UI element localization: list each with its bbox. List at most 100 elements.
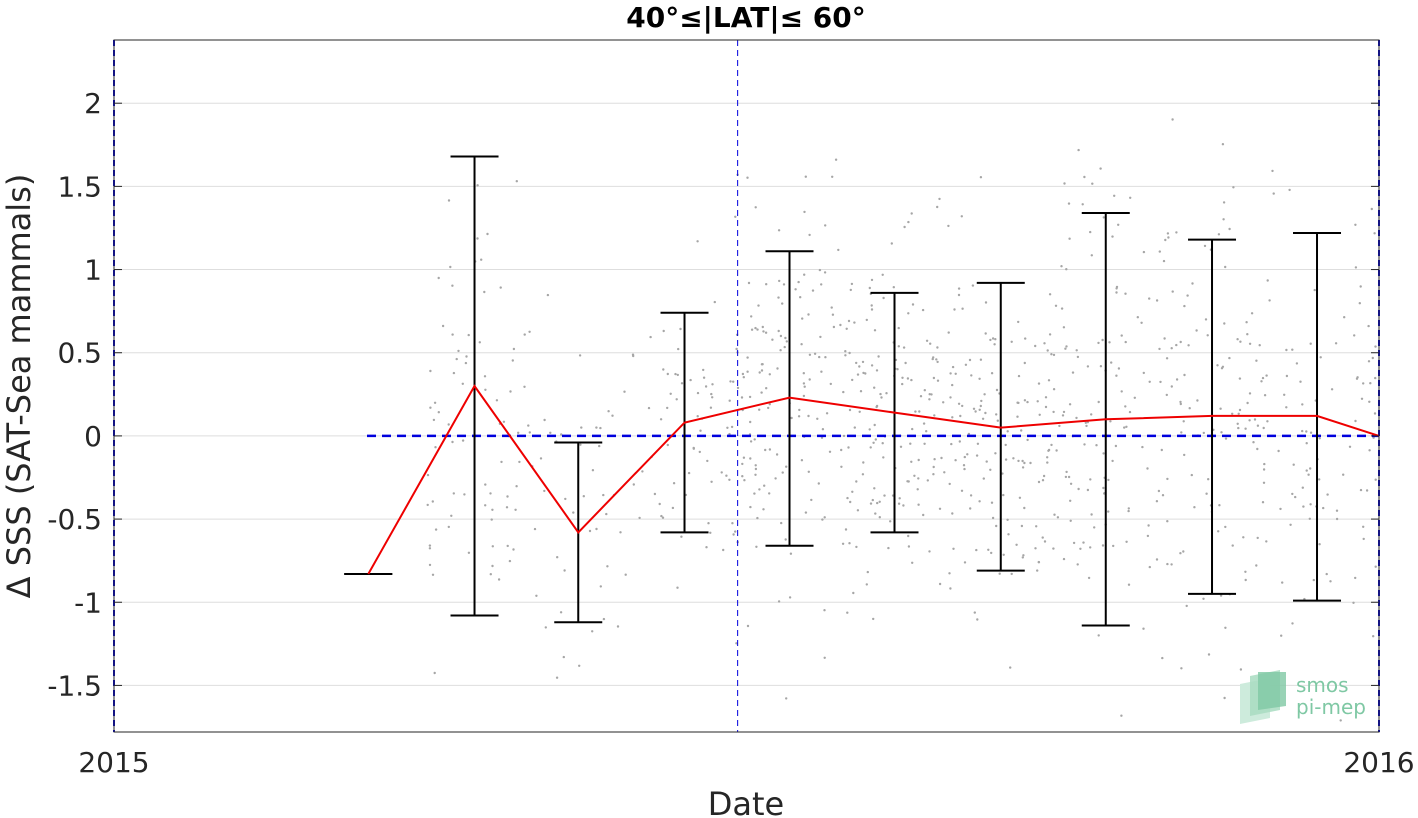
scatter-point-700 xyxy=(1068,237,1071,240)
scatter-point-166 xyxy=(649,335,652,339)
scatter-point-556 xyxy=(1042,474,1046,478)
scatter-point-0 xyxy=(483,290,486,294)
scatter-point-814 xyxy=(1255,564,1258,567)
scatter-point-834 xyxy=(1224,265,1227,269)
scatter-point-816 xyxy=(1186,294,1189,297)
scatter-point-196 xyxy=(803,385,806,388)
scatter-point-360 xyxy=(932,465,935,469)
y-axis-label: Δ SSS (SAT-Sea mammals) xyxy=(0,174,38,599)
scatter-point-912 xyxy=(1343,316,1346,319)
scatter-point-664 xyxy=(1114,444,1118,448)
scatter-point-614 xyxy=(1034,344,1037,348)
y-tick-label-4: 0 xyxy=(84,420,102,453)
scatter-point-532 xyxy=(1047,449,1050,452)
scatter-point-626 xyxy=(1146,534,1150,538)
scatter-point-590 xyxy=(1007,533,1010,536)
scatter-point-680 xyxy=(1075,349,1078,352)
scatter-point-299 xyxy=(781,471,784,474)
scatter-point-32 xyxy=(451,333,454,336)
scatter-point-663 xyxy=(1082,541,1085,544)
scatter-point-628 xyxy=(1093,526,1096,529)
scatter-point-26 xyxy=(429,369,432,373)
scatter-point-586 xyxy=(951,383,954,387)
scatter-point-339 xyxy=(897,345,900,348)
scatter-point-513 xyxy=(1046,456,1049,459)
scatter-point-792 xyxy=(1202,431,1206,435)
scatter-point-346 xyxy=(851,378,854,382)
scatter-point-234 xyxy=(758,408,761,411)
scatter-point-352 xyxy=(923,442,926,445)
scatter-point-364 xyxy=(910,212,913,215)
scatter-point-406 xyxy=(887,546,890,550)
scatter-point-547 xyxy=(1048,293,1052,296)
scatter-point-905 xyxy=(1371,356,1375,360)
scatter-point-60 xyxy=(514,508,517,511)
scatter-point-759 xyxy=(1222,218,1225,221)
scatter-point-607 xyxy=(953,308,956,311)
scatter-point-198 xyxy=(818,268,822,272)
scatter-point-587 xyxy=(1037,480,1041,484)
scatter-point-286 xyxy=(742,456,746,459)
scatter-point-728 xyxy=(1099,167,1102,170)
scatter-point-357 xyxy=(940,456,943,460)
scatter-point-134 xyxy=(638,516,641,520)
scatter-point-396 xyxy=(938,507,942,510)
scatter-point-893 xyxy=(1374,376,1377,380)
scatter-point-112 xyxy=(579,443,582,446)
scatter-point-509 xyxy=(1004,458,1008,461)
scatter-point-488 xyxy=(979,358,983,361)
scatter-point-46 xyxy=(511,359,514,362)
scatter-point-385 xyxy=(890,242,893,245)
scatter-point-380 xyxy=(902,504,905,507)
scatter-point-571 xyxy=(1001,472,1004,475)
scatter-point-18 xyxy=(512,347,516,351)
scatter-point-303 xyxy=(767,406,770,410)
scatter-point-791 xyxy=(1248,392,1252,395)
scatter-point-99 xyxy=(528,330,531,333)
scatter-point-403 xyxy=(880,396,883,399)
scatter-point-283 xyxy=(810,498,813,502)
scatter-point-857 xyxy=(1295,362,1299,365)
scatter-point-29 xyxy=(431,573,435,576)
scatter-point-202 xyxy=(777,600,781,603)
scatter-point-683 xyxy=(1115,287,1118,290)
scatter-point-34 xyxy=(509,390,512,393)
scatter-point-716 xyxy=(1087,576,1091,580)
scatter-point-443 xyxy=(853,321,856,324)
scatter-point-678 xyxy=(1102,486,1105,490)
scatter-point-900 xyxy=(1280,634,1283,637)
scatter-point-140 xyxy=(729,380,732,383)
scatter-point-232 xyxy=(743,479,746,482)
scatter-point-327 xyxy=(873,423,876,427)
scatter-point-886 xyxy=(1294,495,1297,499)
scatter-point-898 xyxy=(1266,420,1269,423)
scatter-point-292 xyxy=(823,271,827,274)
scatter-point-724 xyxy=(1101,338,1104,342)
scatter-point-771 xyxy=(1185,604,1188,608)
scatter-point-108 xyxy=(528,431,531,434)
scatter-point-527 xyxy=(976,618,979,621)
scatter-point-38 xyxy=(508,559,512,563)
scatter-point-332 xyxy=(866,570,869,574)
scatter-point-540 xyxy=(950,442,953,446)
scatter-point-125 xyxy=(696,415,699,418)
scatter-point-214 xyxy=(831,175,834,178)
scatter-point-25 xyxy=(506,495,509,498)
scatter-point-201 xyxy=(741,372,745,376)
scatter-point-596 xyxy=(1017,401,1020,405)
scatter-point-220 xyxy=(781,302,784,305)
scatter-point-82 xyxy=(549,431,552,434)
scatter-point-619 xyxy=(1117,223,1120,226)
scatter-point-410 xyxy=(938,582,942,586)
scatter-point-661 xyxy=(1067,475,1071,479)
scatter-point-362 xyxy=(853,426,856,429)
scatter-point-501 xyxy=(1036,569,1039,572)
scatter-point-656 xyxy=(1109,420,1112,423)
scatter-point-221 xyxy=(761,325,764,329)
scatter-point-748 xyxy=(1179,340,1182,344)
scatter-point-934 xyxy=(1330,388,1334,391)
scatter-point-750 xyxy=(1193,506,1196,509)
logo-mark-layer-top-icon xyxy=(1258,672,1286,710)
scatter-point-72 xyxy=(449,265,452,269)
